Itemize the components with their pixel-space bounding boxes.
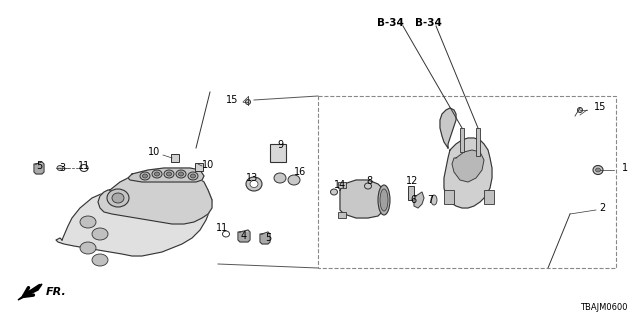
Text: B-34: B-34 bbox=[415, 18, 442, 28]
Bar bbox=[476, 128, 480, 156]
Ellipse shape bbox=[378, 185, 390, 215]
Ellipse shape bbox=[107, 189, 129, 207]
Ellipse shape bbox=[380, 189, 388, 211]
Text: 11: 11 bbox=[78, 161, 90, 171]
Ellipse shape bbox=[365, 183, 371, 189]
Text: 16: 16 bbox=[294, 167, 306, 177]
Text: B-34: B-34 bbox=[376, 18, 403, 28]
Text: 4: 4 bbox=[241, 231, 247, 241]
Polygon shape bbox=[238, 230, 250, 242]
Ellipse shape bbox=[330, 189, 337, 195]
Text: 5: 5 bbox=[36, 161, 42, 171]
Text: 5: 5 bbox=[265, 233, 271, 243]
Bar bbox=[195, 163, 203, 171]
Ellipse shape bbox=[188, 172, 198, 180]
Ellipse shape bbox=[577, 108, 582, 113]
Polygon shape bbox=[18, 284, 42, 300]
Bar bbox=[484, 190, 494, 204]
Text: 2: 2 bbox=[599, 203, 605, 213]
Ellipse shape bbox=[246, 177, 262, 191]
Ellipse shape bbox=[140, 172, 150, 180]
Ellipse shape bbox=[431, 195, 437, 205]
Text: FR.: FR. bbox=[46, 287, 67, 297]
Ellipse shape bbox=[92, 228, 108, 240]
Polygon shape bbox=[340, 180, 384, 218]
Ellipse shape bbox=[154, 172, 159, 176]
Ellipse shape bbox=[191, 174, 195, 178]
Polygon shape bbox=[440, 108, 456, 148]
Ellipse shape bbox=[80, 242, 96, 254]
Ellipse shape bbox=[80, 164, 88, 172]
Ellipse shape bbox=[57, 165, 63, 171]
Bar bbox=[270, 144, 286, 162]
Ellipse shape bbox=[92, 254, 108, 266]
Polygon shape bbox=[98, 170, 212, 224]
Polygon shape bbox=[128, 168, 204, 182]
Ellipse shape bbox=[223, 231, 230, 237]
Polygon shape bbox=[452, 150, 484, 182]
Bar bbox=[171, 154, 179, 162]
Ellipse shape bbox=[143, 174, 147, 178]
Polygon shape bbox=[34, 162, 44, 174]
Text: 14: 14 bbox=[334, 180, 346, 190]
Text: 11: 11 bbox=[216, 223, 228, 233]
Ellipse shape bbox=[152, 170, 162, 178]
Bar bbox=[460, 128, 464, 152]
Text: 10: 10 bbox=[202, 160, 214, 170]
Text: 15: 15 bbox=[226, 95, 238, 105]
Text: 8: 8 bbox=[366, 176, 372, 186]
Text: 3: 3 bbox=[59, 163, 65, 173]
Bar bbox=[318, 96, 616, 268]
Ellipse shape bbox=[112, 193, 124, 203]
Text: 9: 9 bbox=[277, 140, 283, 150]
Text: 1: 1 bbox=[622, 163, 628, 173]
Polygon shape bbox=[414, 192, 424, 208]
Text: TBAJM0600: TBAJM0600 bbox=[580, 303, 628, 312]
Ellipse shape bbox=[250, 180, 258, 188]
Text: 6: 6 bbox=[410, 195, 416, 205]
Ellipse shape bbox=[179, 172, 184, 176]
Ellipse shape bbox=[164, 170, 174, 178]
Ellipse shape bbox=[166, 172, 172, 176]
Text: 12: 12 bbox=[406, 176, 419, 186]
Ellipse shape bbox=[246, 100, 250, 105]
Text: 13: 13 bbox=[246, 173, 258, 183]
Ellipse shape bbox=[176, 170, 186, 178]
Polygon shape bbox=[56, 180, 212, 256]
Polygon shape bbox=[444, 138, 492, 208]
Bar bbox=[444, 190, 454, 204]
Ellipse shape bbox=[288, 175, 300, 185]
Polygon shape bbox=[260, 232, 270, 244]
Ellipse shape bbox=[80, 216, 96, 228]
Text: 15: 15 bbox=[594, 102, 606, 112]
Ellipse shape bbox=[595, 168, 600, 172]
Bar bbox=[338, 182, 346, 188]
Ellipse shape bbox=[593, 165, 603, 174]
Ellipse shape bbox=[274, 173, 286, 183]
Text: 10: 10 bbox=[148, 147, 160, 157]
Bar bbox=[408, 186, 414, 200]
Bar bbox=[338, 212, 346, 218]
Text: 7: 7 bbox=[427, 195, 433, 205]
